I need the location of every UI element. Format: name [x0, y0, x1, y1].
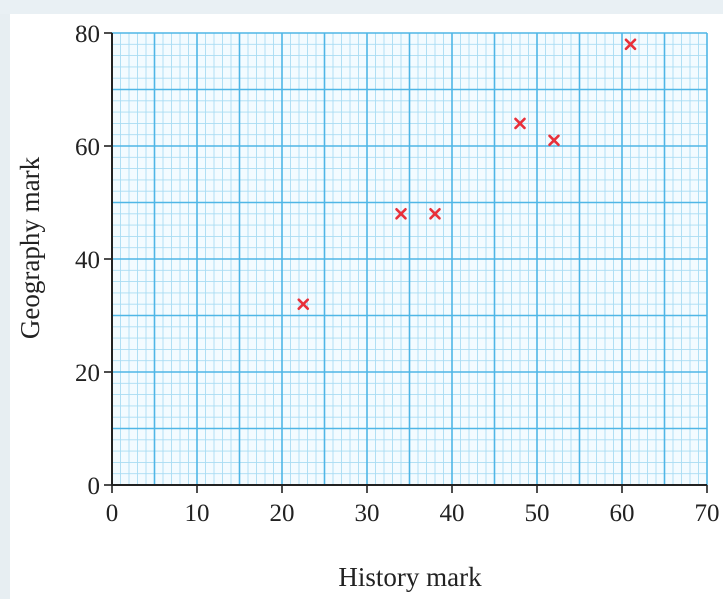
data-point-stroke — [548, 134, 560, 147]
x-tick-label: 70 — [695, 500, 720, 527]
data-point-stroke — [297, 298, 310, 311]
data-point — [297, 298, 310, 311]
data-point — [429, 208, 441, 220]
y-tick-label: 80 — [75, 21, 100, 48]
y-tick-label: 40 — [75, 247, 100, 274]
x-axis-title: History mark — [338, 562, 482, 592]
x-tick-label: 60 — [610, 500, 635, 527]
y-axis-title: Geography mark — [15, 156, 45, 339]
data-points — [297, 38, 637, 311]
top-margin-strip — [0, 0, 723, 14]
x-tick-label: 0 — [106, 500, 119, 527]
y-tick-label: 60 — [75, 134, 100, 161]
data-point — [395, 208, 407, 220]
data-point-stroke — [429, 208, 441, 220]
data-point — [624, 38, 637, 51]
x-tick-label: 30 — [355, 500, 380, 527]
y-tick-label: 20 — [75, 360, 100, 387]
data-point-stroke — [624, 38, 637, 51]
x-tick-label: 50 — [525, 500, 550, 527]
x-tick-label: 40 — [440, 500, 465, 527]
y-tick-label: 0 — [88, 473, 101, 500]
x-tick-label: 10 — [185, 500, 210, 527]
y-axis-ticks: 0 20 40 60 80 — [75, 21, 112, 500]
x-axis-ticks: 0 10 20 30 40 50 60 70 — [106, 485, 720, 527]
data-point — [514, 117, 526, 130]
data-point-stroke — [395, 208, 407, 220]
data-point — [548, 134, 560, 147]
left-margin-strip — [0, 0, 10, 599]
x-tick-label: 20 — [270, 500, 295, 527]
data-point-stroke — [514, 117, 526, 130]
